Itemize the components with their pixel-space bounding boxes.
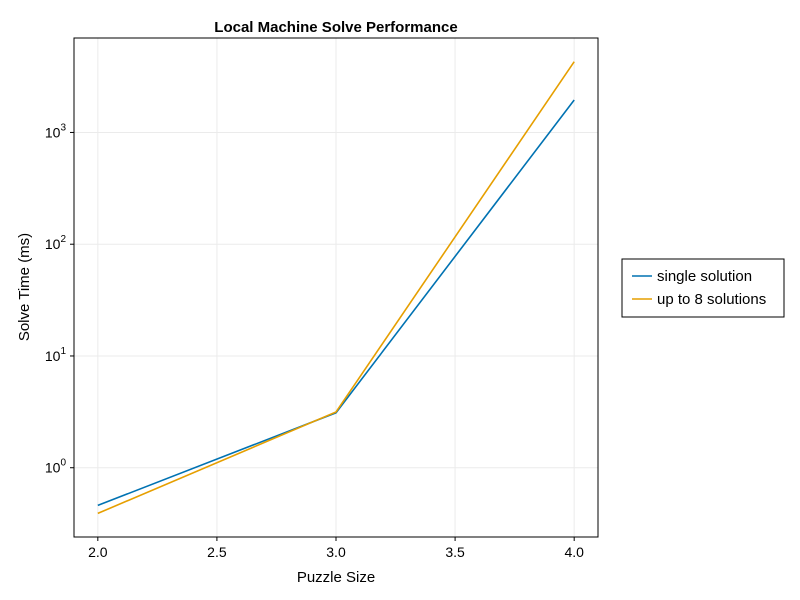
x-tick-label: 4.0: [564, 544, 584, 560]
y-tick-label: 101: [45, 346, 67, 364]
y-axis-label: Solve Time (ms): [16, 233, 33, 341]
x-tick-label: 2.0: [88, 544, 108, 560]
x-tick-label: 3.0: [326, 544, 346, 560]
x-axis-label: Puzzle Size: [297, 569, 375, 586]
y-axis-ticks: 100 101 102 103: [45, 122, 74, 476]
series-line-2: [97, 61, 575, 515]
legend-label-1: single solution: [657, 268, 752, 285]
x-tick-label: 2.5: [207, 544, 227, 560]
legend: single solution up to 8 solutions: [621, 258, 785, 318]
legend-box: [621, 258, 785, 318]
y-tick-label: 102: [45, 234, 67, 252]
x-tick-label: 3.5: [445, 544, 465, 560]
grid-lines: [74, 38, 598, 537]
legend-label-2: up to 8 solutions: [657, 291, 766, 308]
x-axis-ticks: 2.0 2.5 3.0 3.5 4.0: [88, 537, 584, 560]
chart-title: Local Machine Solve Performance: [214, 19, 457, 36]
y-tick-label: 103: [45, 122, 67, 140]
series-lines: [97, 61, 575, 515]
y-tick-label: 100: [45, 458, 67, 476]
